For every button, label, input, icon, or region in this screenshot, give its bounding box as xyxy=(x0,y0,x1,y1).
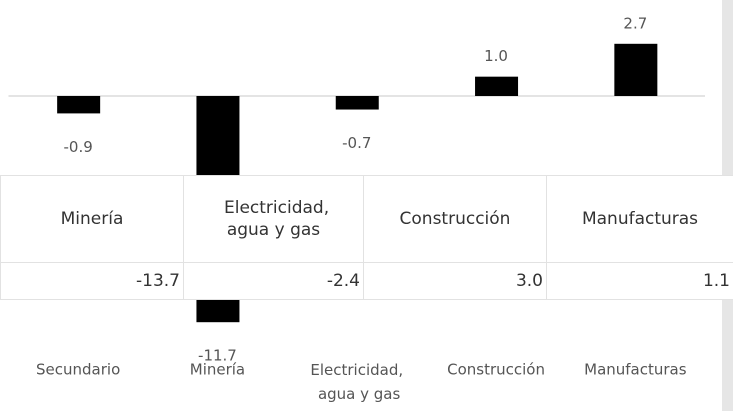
x-tick-label: Minería xyxy=(190,361,245,379)
data-label: 1.0 xyxy=(484,47,508,65)
value-cell: 3.0 xyxy=(363,262,547,300)
x-tick-label: Manufacturas xyxy=(584,361,687,379)
value-cell: -13.7 xyxy=(0,262,184,300)
bar xyxy=(614,43,658,96)
bar xyxy=(475,76,519,96)
header-cell: Manufacturas xyxy=(546,175,733,263)
value-cell: 1.1 xyxy=(546,262,733,300)
data-label: -11.7 xyxy=(198,347,237,365)
x-tick-label: Construcción xyxy=(447,361,545,379)
x-tick-label: Secundario xyxy=(36,361,120,379)
bar xyxy=(335,96,379,110)
data-label: -0.9 xyxy=(64,138,93,156)
value-row: -13.7 -2.4 3.0 1.1 xyxy=(0,262,733,300)
x-tick-label: Electricidad, agua y gas xyxy=(310,361,403,403)
bar xyxy=(57,96,101,114)
header-cell: Minería xyxy=(0,175,184,263)
data-label: -0.7 xyxy=(342,134,371,152)
value-cell: -2.4 xyxy=(183,262,364,300)
header-cell: Electricidad, agua y gas xyxy=(183,175,364,263)
header-cell: Construcción xyxy=(363,175,547,263)
data-table: Minería Electricidad, agua y gas Constru… xyxy=(0,175,733,300)
header-row: Minería Electricidad, agua y gas Constru… xyxy=(0,175,733,263)
data-label: 2.7 xyxy=(623,14,647,32)
